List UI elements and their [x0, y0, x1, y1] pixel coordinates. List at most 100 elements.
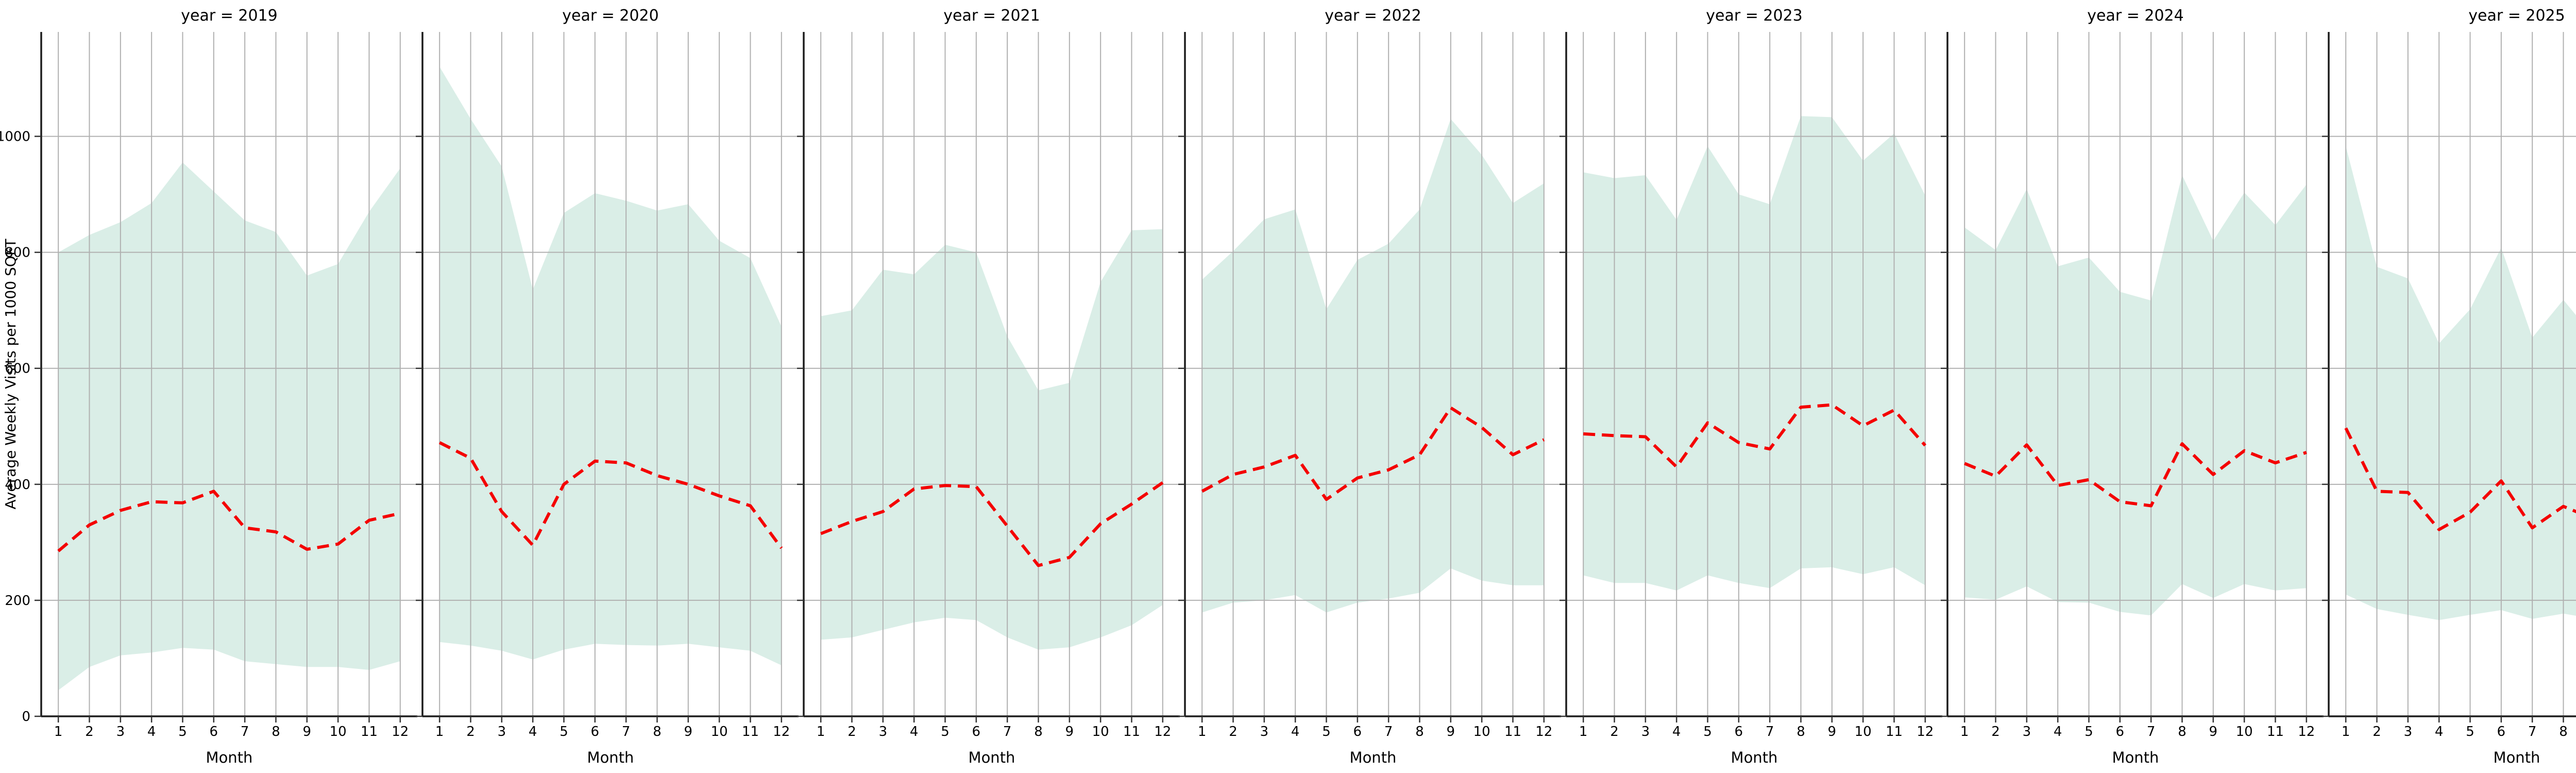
percentile-band — [58, 162, 400, 691]
x-axis-label: Month — [587, 749, 634, 766]
x-tick-label: 12 — [2298, 724, 2315, 740]
x-tick-label: 3 — [2023, 724, 2031, 740]
x-tick-label: 8 — [2559, 724, 2568, 740]
x-tick-label: 2 — [466, 724, 475, 740]
x-tick-label: 3 — [879, 724, 888, 740]
x-tick-label: 5 — [2466, 724, 2475, 740]
facet-title: year = 2022 — [1325, 7, 1421, 25]
x-tick-label: 10 — [711, 724, 728, 740]
x-tick-label: 10 — [2236, 724, 2253, 740]
facet-title: year = 2024 — [2087, 7, 2184, 25]
median-line — [1964, 442, 2307, 508]
x-tick-label: 7 — [1766, 724, 1774, 740]
x-tick-label: 8 — [272, 724, 280, 740]
x-tick-label: 12 — [1917, 724, 1934, 740]
facet-title: year = 2019 — [181, 7, 278, 25]
x-tick-label: 12 — [1154, 724, 1171, 740]
x-tick-label: 10 — [1855, 724, 1872, 740]
y-tick-label: 600 — [5, 361, 30, 377]
x-tick-label: 9 — [1828, 724, 1837, 740]
x-tick-label: 9 — [303, 724, 312, 740]
x-axis-label: Month — [206, 749, 253, 766]
x-tick-label: 3 — [116, 724, 125, 740]
x-tick-label: 5 — [941, 724, 950, 740]
y-tick-label: 200 — [5, 593, 30, 609]
percentile-band — [439, 66, 782, 665]
x-tick-label: 12 — [1535, 724, 1552, 740]
x-tick-label: 7 — [2147, 724, 2156, 740]
x-tick-label: 4 — [147, 724, 156, 740]
facet-title: year = 2025 — [2468, 7, 2565, 25]
median-line — [2344, 427, 2576, 531]
percentile-band — [1583, 116, 1925, 591]
x-tick-label: 1 — [1960, 724, 1969, 740]
x-tick-label: 2 — [1229, 724, 1238, 740]
x-tick-label: 4 — [529, 724, 537, 740]
x-tick-label: 11 — [2267, 724, 2284, 740]
median-line — [438, 441, 783, 549]
x-tick-label: 3 — [1260, 724, 1269, 740]
x-tick-label: 8 — [1034, 724, 1043, 740]
x-tick-label: 10 — [1473, 724, 1490, 740]
x-tick-label: 10 — [1092, 724, 1109, 740]
percentile-band — [2346, 146, 2576, 620]
y-tick-label: 800 — [5, 245, 30, 261]
x-tick-label: 11 — [1123, 724, 1140, 740]
x-tick-label: 5 — [1703, 724, 1712, 740]
x-axis-label: Month — [1350, 749, 1397, 766]
x-tick-label: 7 — [2528, 724, 2537, 740]
y-tick-label: 0 — [22, 709, 30, 725]
x-tick-label: 6 — [1353, 724, 1362, 740]
x-tick-label: 7 — [241, 724, 249, 740]
x-tick-label: 8 — [2178, 724, 2187, 740]
x-tick-label: 4 — [2054, 724, 2062, 740]
x-tick-label: 4 — [1291, 724, 1300, 740]
x-tick-label: 5 — [1322, 724, 1331, 740]
x-tick-label: 1 — [1579, 724, 1588, 740]
x-tick-label: 1 — [435, 724, 444, 740]
x-tick-label: 4 — [1672, 724, 1681, 740]
x-tick-label: 6 — [2497, 724, 2506, 740]
x-tick-label: 10 — [330, 724, 347, 740]
x-tick-label: 4 — [2435, 724, 2444, 740]
x-tick-label: 2 — [85, 724, 94, 740]
x-axis-label: Month — [969, 749, 1015, 766]
x-tick-label: 9 — [2209, 724, 2218, 740]
y-tick-label: 1000 — [0, 129, 30, 145]
x-tick-label: 6 — [1735, 724, 1743, 740]
x-tick-label: 7 — [622, 724, 631, 740]
x-tick-label: 11 — [361, 724, 378, 740]
x-tick-label: 1 — [54, 724, 63, 740]
x-tick-label: 3 — [498, 724, 506, 740]
x-tick-label: 6 — [591, 724, 600, 740]
x-tick-label: 6 — [2116, 724, 2125, 740]
median-line — [57, 490, 401, 552]
x-tick-label: 5 — [560, 724, 568, 740]
x-tick-label: 8 — [1797, 724, 1805, 740]
x-tick-label: 2 — [1610, 724, 1619, 740]
median-line — [820, 481, 1164, 567]
x-tick-label: 6 — [210, 724, 218, 740]
x-tick-label: 1 — [1198, 724, 1207, 740]
x-tick-label: 8 — [1415, 724, 1424, 740]
median-line — [1583, 403, 1927, 469]
x-tick-label: 1 — [2342, 724, 2350, 740]
facet-title: year = 2023 — [1706, 7, 1803, 25]
x-tick-label: 11 — [1504, 724, 1521, 740]
x-tick-label: 8 — [653, 724, 662, 740]
x-tick-label: 11 — [1886, 724, 1903, 740]
x-tick-label: 2 — [2372, 724, 2381, 740]
facet-title: year = 2020 — [562, 7, 659, 25]
x-tick-label: 12 — [392, 724, 409, 740]
x-tick-label: 9 — [684, 724, 693, 740]
x-tick-label: 9 — [1065, 724, 1074, 740]
y-axis-label: Average Weekly Visits per 1000 SQFT — [2, 239, 19, 510]
x-tick-label: 3 — [1641, 724, 1650, 740]
